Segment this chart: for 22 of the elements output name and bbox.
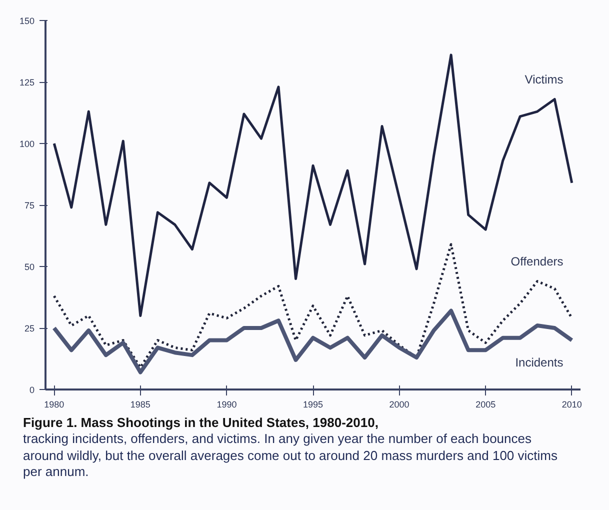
line-series [52,308,574,374]
x-tick-label: 1985 [130,400,150,410]
y-tick-label: 0 [29,385,35,395]
x-tick-label: 1995 [302,400,324,410]
series-label: Victims [524,72,564,87]
series-label: Offenders [510,254,564,269]
line-series [52,54,574,317]
x-tick-label: 1990 [216,400,237,410]
y-tick-label: 100 [19,139,35,149]
y-tick-label: 50 [24,262,35,272]
y-tick-label: 75 [24,200,35,210]
y-tick-label: 150 [19,16,35,26]
series-label: Incidents [515,355,564,370]
x-tick-label: 2000 [389,400,410,410]
x-tick-label: 2010 [562,400,582,410]
text: Figure 1. Mass Shootings in the United States, 1980-2010, [23,415,378,430]
y-tick-label: 125 [19,78,35,88]
line-series [52,243,574,369]
x-tick-label: 1980 [44,400,64,410]
x-tick-label: 2005 [476,400,496,410]
y-tick-label: 25 [24,324,35,334]
text: tracking incidents, offenders, and victims. In any given year the number of each bounces around wildly, but the overall averages come out to around 20 mass murders and 100 victims per annum. [23,431,558,479]
